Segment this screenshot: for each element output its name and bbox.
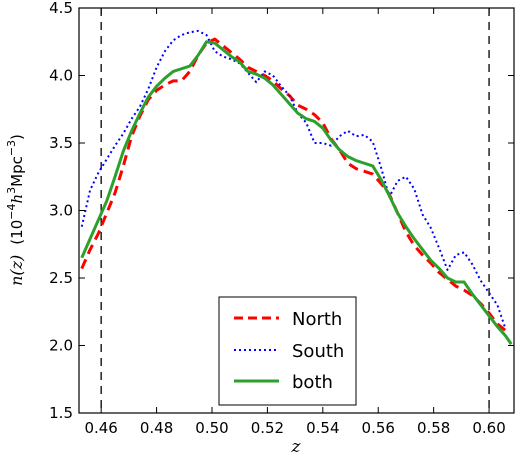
- y-tick-label: 3.5: [49, 134, 73, 152]
- x-tick-label: 0.54: [306, 419, 339, 437]
- x-tick-label: 0.50: [195, 419, 228, 437]
- series-line-both: [80, 40, 513, 345]
- legend-label-north: North: [292, 309, 342, 330]
- y-axis-label-unit-exp: −4: [5, 204, 18, 220]
- y-tick-label: 3.0: [49, 202, 73, 220]
- legend: North South both: [218, 296, 357, 406]
- y-tick-label: 1.5: [49, 404, 73, 422]
- x-tick-label: 0.60: [472, 419, 505, 437]
- y-axis-label-main: n(z): [7, 255, 26, 286]
- x-tick-label: 0.58: [417, 419, 450, 437]
- y-axis: 1.5 2.0 2.5 3.0 3.5 4.0 4.5: [49, 0, 514, 422]
- y-axis-label-h: h: [8, 194, 26, 204]
- legend-label-south: South: [292, 341, 344, 362]
- y-axis-label-mpc: Mpc: [8, 156, 26, 187]
- y-axis-label-h-exp: 3: [5, 187, 18, 194]
- x-tick-label: 0.48: [140, 419, 173, 437]
- series-line-north: [80, 37, 507, 332]
- y-axis-label-mpc-exp: −3: [5, 140, 18, 156]
- x-axis: 0.46 0.48 0.50 0.52 0.54 0.56 0.58 0.60: [84, 8, 506, 437]
- legend-label-both: both: [292, 372, 333, 393]
- y-axis-label-unit: (10: [8, 220, 26, 245]
- x-tick-label: 0.52: [251, 419, 284, 437]
- x-tick-label: 0.56: [362, 419, 395, 437]
- series-line-south: [80, 29, 507, 330]
- series-layer: [80, 29, 513, 345]
- y-tick-label: 2.5: [49, 269, 73, 287]
- x-tick-label: 0.46: [84, 419, 117, 437]
- y-axis-label-close: ): [8, 134, 26, 140]
- x-axis-label: z: [291, 437, 302, 457]
- y-tick-label: 2.0: [49, 337, 73, 355]
- y-tick-label: 4.0: [49, 67, 73, 85]
- y-axis-label: n(z) (10−4h3Mpc−3): [5, 134, 26, 286]
- legend-box: [218, 296, 357, 406]
- y-tick-label: 4.5: [49, 0, 73, 17]
